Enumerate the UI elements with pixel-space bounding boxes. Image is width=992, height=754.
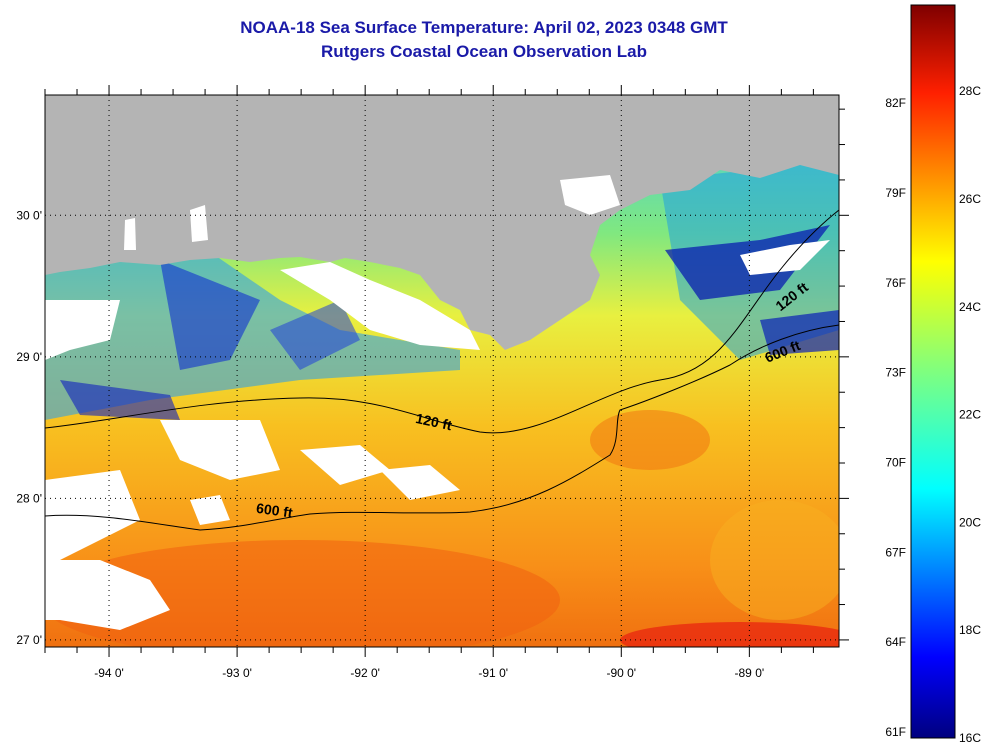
longitude-tick-label: -89 0' [735, 666, 765, 680]
colorbar-f-label: 73F [885, 366, 906, 380]
cloud-mask [45, 175, 830, 630]
colorbar-c-label: 20C [959, 515, 981, 529]
colorbar-f-label: 61F [885, 725, 906, 739]
colorbar-c-label: 22C [959, 408, 981, 422]
colorbar-gradient [910, 4, 956, 739]
map-frame [44, 94, 840, 648]
latitude-tick-label: 30 0' [16, 208, 42, 222]
contour-600ft-label: 600 ft [255, 500, 294, 521]
colorbar: 82F 79F 76F 73F 70F 67F 64F 61F 28C 26C 24C 22C 20C… [885, 4, 981, 745]
bathymetry-contours: 120 ft 120 ft 600 ft 600 ft [45, 209, 839, 531]
colorbar-f-label: 70F [885, 456, 906, 470]
colorbar-fahrenheit-labels: 82F 79F 76F 73F 70F 67F 64F 61F [885, 96, 906, 739]
latitude-tick-label: 29 0' [16, 350, 42, 364]
map-subtitle: Rutgers Coastal Ocean Observation Lab [321, 42, 647, 61]
colorbar-c-label: 28C [959, 84, 981, 98]
colorbar-f-label: 67F [885, 545, 906, 559]
map-panel: 120 ft 120 ft 600 ft 600 ft [45, 95, 839, 647]
land-mass [45, 95, 839, 350]
colorbar-f-label: 82F [885, 96, 906, 110]
longitude-tick-label: -93 0' [222, 666, 252, 680]
longitude-tick-label: -92 0' [350, 666, 380, 680]
longitude-axis: -94 0' -93 0' -92 0' -91 0' -90 0' -89 0' [94, 666, 764, 680]
longitude-tick-label: -90 0' [606, 666, 636, 680]
colorbar-c-label: 26C [959, 192, 981, 206]
contour-120ft-line [45, 209, 839, 434]
colorbar-c-label: 16C [959, 731, 981, 745]
longitude-tick-label: -94 0' [94, 666, 124, 680]
colorbar-c-label: 24C [959, 300, 981, 314]
contour-120ft-label: 120 ft [414, 410, 453, 433]
colorbar-f-label: 76F [885, 276, 906, 290]
contour-600ft-line [45, 324, 839, 531]
warm-water-patches [45, 410, 839, 647]
axis-ticks [44, 85, 849, 657]
colorbar-f-label: 64F [885, 635, 906, 649]
longitude-tick-label: -91 0' [478, 666, 508, 680]
latitude-tick-label: 27 0' [16, 633, 42, 647]
map-title: NOAA-18 Sea Surface Temperature: April 0… [240, 18, 728, 37]
colorbar-c-label: 18C [959, 623, 981, 637]
colorbar-celsius-labels: 28C 26C 24C 22C 20C 18C 16C [959, 84, 981, 745]
latitude-axis: 27 0' 28 0' 29 0' 30 0' [16, 208, 42, 647]
latitude-tick-label: 28 0' [16, 491, 42, 505]
graticule [45, 95, 839, 647]
colorbar-f-label: 79F [885, 186, 906, 200]
